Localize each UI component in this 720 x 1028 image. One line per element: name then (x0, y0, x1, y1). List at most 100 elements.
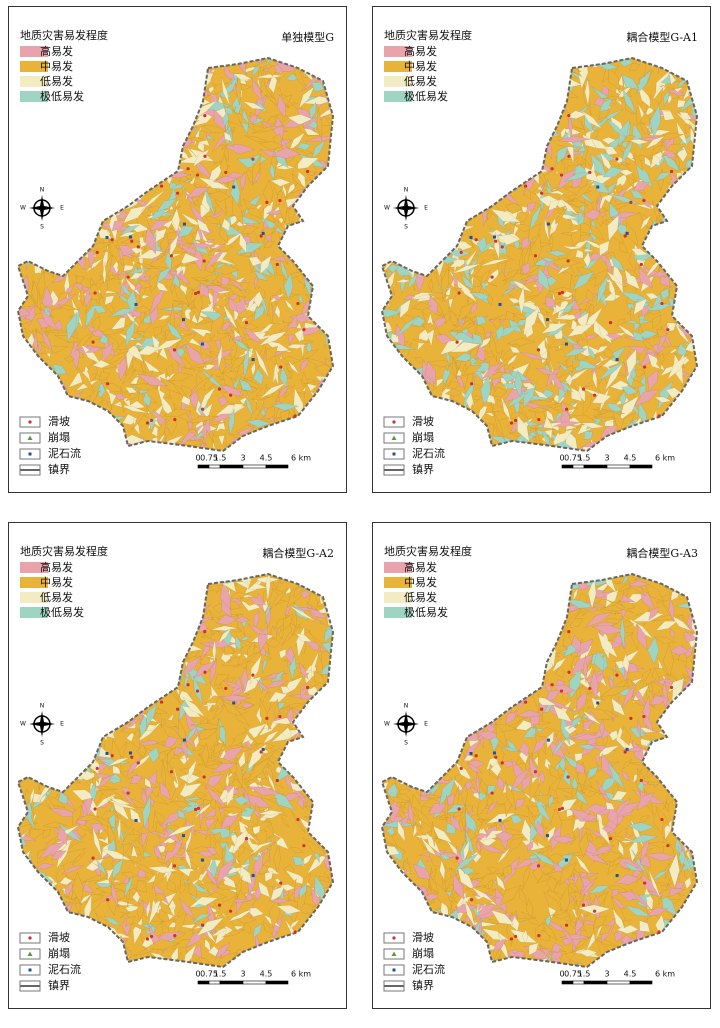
legend-label: 中易发 (404, 59, 437, 73)
scale-label: 4.5 (624, 454, 637, 463)
legend-title: 地质灾害易发程度 (20, 28, 108, 42)
scale-segment (220, 981, 243, 984)
landslide-point (296, 818, 299, 821)
landslide-point (593, 394, 596, 397)
scale-label: 3 (240, 454, 245, 463)
landslide-point (251, 158, 254, 161)
landslide-point (666, 328, 669, 331)
landslide-point (203, 630, 206, 633)
landslide-point (560, 173, 563, 176)
landslide-point (194, 808, 197, 811)
debris-flow-point (182, 834, 185, 837)
scale-label: 4.5 (260, 970, 273, 979)
landslide-point (93, 807, 96, 810)
landslide-point (278, 199, 281, 202)
landslide-point (170, 254, 173, 257)
landslide-point (265, 717, 268, 720)
landslide-point (265, 201, 268, 204)
landslide-point (146, 937, 149, 940)
landslide-point (457, 291, 460, 294)
landslide-point (294, 414, 297, 417)
landslide-symbol (28, 936, 31, 939)
compass-n: N (40, 187, 45, 194)
compass-e: E (60, 205, 64, 212)
landslide-point (260, 234, 263, 237)
scale-segment (209, 981, 220, 984)
compass-s: S (40, 224, 44, 231)
landslide-point (201, 408, 204, 411)
landslide-point (306, 170, 309, 173)
landslide-point (501, 245, 504, 248)
landslide-point (582, 387, 585, 390)
landslide-point (91, 341, 94, 344)
point-legend-label: 崩塌 (412, 430, 434, 444)
landslide-point (629, 201, 632, 204)
landslide-symbol (392, 420, 395, 423)
debris-flow-point (232, 702, 235, 705)
debris-symbol (393, 453, 396, 456)
landslide-point (111, 238, 114, 241)
landslide-point (494, 240, 497, 243)
point-legend-label: 崩塌 (48, 430, 70, 444)
scale-segment (266, 981, 288, 984)
legend-title: 地质灾害易发程度 (20, 544, 108, 558)
landslide-point (609, 321, 612, 324)
debris-flow-point (129, 235, 132, 238)
landslide-point (203, 259, 206, 262)
legend-label: 极低易发 (40, 89, 84, 103)
debris-flow-point (546, 318, 549, 321)
point-legend-label: 滑坡 (412, 415, 434, 428)
landslide-point (196, 689, 199, 692)
legend-label: 中易发 (40, 575, 73, 589)
landslide-point (194, 292, 197, 295)
landslide-point (278, 715, 281, 718)
landslide-point (130, 756, 133, 759)
scale-segment (562, 465, 573, 468)
scale-segment (243, 981, 266, 984)
landslide-point (173, 418, 176, 421)
debris-flow-point (596, 186, 599, 189)
landslide-point (203, 114, 206, 117)
debris-symbol (29, 969, 32, 972)
point-legend-label: 泥石流 (412, 446, 445, 460)
landslide-point (245, 321, 248, 324)
scale-segment (630, 465, 652, 468)
compass-w: W (384, 205, 390, 212)
landslide-point (524, 184, 527, 187)
landslide-point (302, 328, 305, 331)
landslide-point (160, 184, 163, 187)
landslide-point (490, 275, 493, 278)
landslide-point (96, 251, 99, 254)
scale-label: 6 km (655, 454, 675, 463)
landslide-point (567, 259, 570, 262)
landslide-point (197, 291, 200, 294)
scale-label: 6 km (291, 454, 311, 463)
landslide-point (624, 234, 627, 237)
landslide-point (514, 419, 517, 422)
landslide-point (567, 155, 570, 158)
debris-flow-point (262, 748, 265, 751)
landslide-point (197, 807, 200, 810)
landslide-point (460, 251, 463, 254)
scale-label: 1.5 (214, 970, 227, 979)
landslide-point (224, 171, 227, 174)
debris-flow-point (547, 223, 550, 226)
legend-title: 地质灾害易发程度 (384, 28, 472, 42)
scale-segment (607, 465, 630, 468)
landslide-point (470, 382, 473, 385)
landslide-point (245, 837, 248, 840)
landslide-point (111, 754, 114, 757)
debris-flow-point (183, 223, 186, 226)
debris-flow-point (252, 358, 255, 361)
landslide-point (173, 864, 176, 867)
point-legend-label: 泥石流 (48, 962, 81, 976)
landslide-point (306, 686, 309, 689)
scale-segment (573, 465, 584, 468)
compass-e: E (60, 721, 64, 728)
landslide-point (302, 844, 305, 847)
landslide-point (567, 114, 570, 117)
landslide-point (455, 341, 458, 344)
legend-label: 低易发 (40, 74, 73, 88)
panel-title: 耦合模型G-A1 (626, 30, 698, 44)
